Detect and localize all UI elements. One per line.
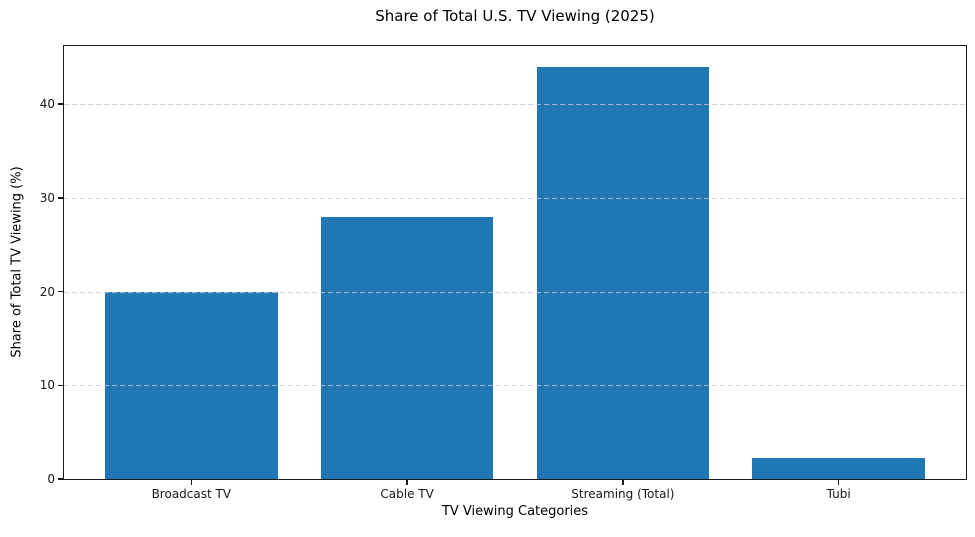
y-tick-mark bbox=[58, 384, 63, 386]
gridline-y-20 bbox=[64, 291, 966, 293]
y-tick-mark bbox=[58, 103, 63, 105]
y-axis-label: Share of Total TV Viewing (%) bbox=[9, 165, 25, 358]
y-tick-label: 30 bbox=[39, 190, 55, 205]
x-tick-label: Broadcast TV bbox=[151, 487, 232, 501]
bar-tubi bbox=[752, 458, 925, 479]
y-axis-label-wrap: Share of Total TV Viewing (%) bbox=[0, 45, 34, 478]
y-tick-mark bbox=[58, 478, 63, 480]
gridline-y-30 bbox=[64, 197, 966, 199]
y-tick-label: 0 bbox=[47, 472, 55, 486]
chart-title: Share of Total U.S. TV Viewing (2025) bbox=[375, 7, 655, 25]
y-tick-label: 10 bbox=[39, 378, 55, 393]
x-tick-mark bbox=[190, 480, 192, 485]
gridline-y-40 bbox=[64, 104, 966, 106]
x-tick-mark bbox=[837, 480, 840, 485]
y-tick-label: 20 bbox=[39, 284, 55, 299]
x-tick-label: Cable TV bbox=[380, 487, 434, 501]
x-tick-label: Tubi bbox=[826, 487, 851, 501]
x-tick-label: Streaming (Total) bbox=[571, 487, 675, 501]
x-tick-mark bbox=[406, 480, 408, 485]
bar-streaming-total bbox=[536, 66, 710, 479]
y-tick-mark bbox=[58, 197, 63, 199]
plot-area: 0 10 20 30 40 Broadcast TV Cable TV Streaming (… bbox=[40, 45, 967, 501]
bar-cable-tv bbox=[320, 216, 494, 479]
y-tick-label: 40 bbox=[39, 97, 55, 112]
gridline-y-10 bbox=[64, 385, 966, 387]
y-tick-mark bbox=[58, 290, 63, 293]
x-axis-label: TV Viewing Categories bbox=[441, 504, 589, 519]
x-tick-mark bbox=[622, 480, 624, 485]
